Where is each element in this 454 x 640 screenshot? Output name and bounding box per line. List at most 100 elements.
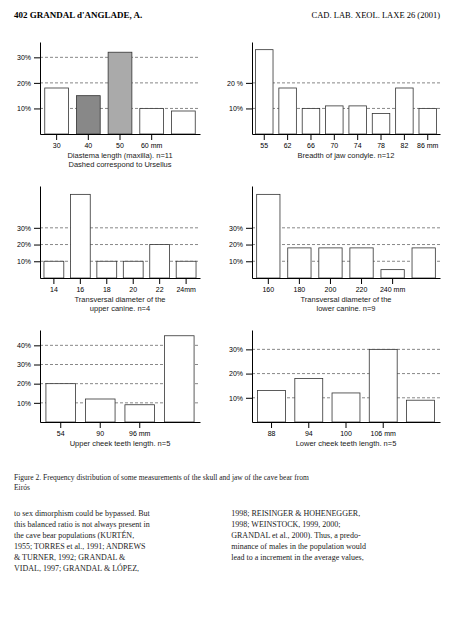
bar	[97, 261, 117, 278]
bar	[279, 88, 297, 134]
tick-label: 10%	[229, 395, 243, 402]
plot-area	[40, 336, 200, 422]
bar	[85, 399, 115, 422]
axis-line	[40, 43, 41, 135]
tick-label: 10%	[229, 105, 243, 112]
tick-mark	[34, 57, 40, 58]
panel: 10%20%30%8894100106 mmLower cheek teeth …	[229, 331, 441, 449]
tick: 22	[156, 278, 164, 293]
x-axis-title-line: Breadth of jaw condyle. n=12	[298, 151, 395, 160]
x-axis-title: Transversal diameter of thelower canine.…	[300, 295, 391, 313]
tick: 40%	[17, 342, 40, 349]
body-text-line: 1998; WEINSTOCK, 1999, 2000;	[231, 520, 340, 529]
tick-label: 30%	[229, 346, 243, 353]
body-text-line: to sex dimorphism could be bypassed. But	[14, 509, 151, 518]
x-axis-title-line: Transversal diameter of the	[300, 295, 391, 304]
tick-mark	[80, 278, 81, 284]
x-axis-title-line: Upper cheek teeth length. n=5	[70, 439, 171, 448]
tick-mark	[120, 134, 121, 140]
tick-label: 18	[103, 286, 111, 293]
bar	[372, 114, 390, 134]
tick-label: 30%	[17, 54, 31, 61]
grid-line	[252, 82, 440, 83]
tick-mark	[100, 422, 101, 428]
tick-mark	[34, 228, 40, 229]
tick-mark	[56, 134, 57, 140]
bar	[125, 405, 155, 422]
grid-line	[40, 244, 200, 245]
tick-label: 20%	[17, 380, 31, 387]
bar	[396, 88, 414, 134]
tick-mark	[299, 278, 300, 284]
tick-label: 30	[53, 142, 61, 149]
tick-mark	[159, 278, 160, 284]
body-text: 1998; REISINGER & HOHENEGGER,1998; WEINS…	[231, 509, 366, 562]
panel: 10% 20% 30% 40% 54 90 96 mm Upper cheek teeth l…	[17, 331, 201, 449]
tick-mark	[246, 261, 252, 262]
page: 402 GRANDAL d'ANGLADE, A.CAD. LAB. XEOL.…	[0, 0, 454, 640]
plot-area	[40, 194, 200, 278]
x-axis-title-line: Lower cheek teeth length. n=5	[296, 439, 397, 448]
bar	[164, 336, 194, 422]
tick-label: 30%	[17, 225, 31, 232]
axis-line	[40, 187, 41, 279]
tick-mark	[427, 134, 428, 140]
tick-mark	[34, 345, 40, 346]
tick-mark	[34, 83, 40, 84]
x-axis-title: Upper cheek teeth length. n=5	[70, 439, 171, 448]
tick: 54	[57, 422, 65, 437]
tick: 16	[76, 278, 84, 293]
tick-label: 70	[330, 142, 338, 149]
x-axis-title-line: upper canine. n=4	[90, 304, 150, 313]
tick-mark	[308, 422, 309, 428]
x-axis-title: Diastema length (maxilla). n=11Dashed co…	[67, 151, 172, 169]
bar	[332, 393, 360, 422]
tick-mark	[246, 349, 252, 350]
tick: 18	[103, 278, 111, 293]
tick-label: 78	[377, 142, 385, 149]
tick: 30%	[17, 361, 40, 368]
panel: 10%20 %5562667074788286 mmBreadth of jaw…	[227, 43, 440, 161]
tick: 40	[84, 134, 92, 149]
axis-line	[253, 278, 441, 279]
tick-label: 240 mm	[380, 286, 405, 293]
bar	[302, 108, 320, 134]
tick-label: 20%	[229, 241, 243, 248]
tick: 30%	[229, 346, 252, 353]
tick-mark	[246, 83, 252, 84]
tick: 106 mm	[371, 422, 396, 437]
bar	[257, 194, 280, 278]
x-axis: 5562667074788286 mm	[253, 134, 441, 149]
tick-mark	[361, 278, 362, 284]
tick: 100	[340, 422, 352, 437]
tick: 55	[260, 134, 268, 149]
tick-mark	[88, 134, 89, 140]
tick-mark	[404, 134, 405, 140]
body-text-line: this balanced ratio is not always presen…	[14, 520, 150, 529]
tick: 66	[307, 134, 315, 149]
tick: 96 mm	[129, 422, 151, 437]
axis-line	[252, 187, 253, 279]
bar	[412, 248, 435, 278]
bar	[369, 349, 397, 422]
plot-area	[252, 50, 440, 134]
tick: 86 mm	[417, 134, 439, 149]
bar	[288, 248, 311, 278]
tick: 70	[330, 134, 338, 149]
tick-mark	[34, 365, 40, 366]
y-axis: 10%20%30%	[17, 187, 41, 279]
tick: 90	[96, 422, 104, 437]
y-axis: 10%20%30%	[229, 187, 253, 279]
tick-label: 50	[116, 142, 124, 149]
axis-line	[40, 331, 41, 423]
bar	[326, 106, 344, 134]
tick-label: 96 mm	[129, 430, 151, 437]
bar	[350, 248, 373, 278]
tick-label: 10%	[17, 400, 31, 407]
tick-mark	[392, 278, 393, 284]
tick-label: 106 mm	[371, 430, 396, 437]
tick: 50	[116, 134, 124, 149]
tick: 20%	[229, 241, 252, 248]
tick: 10%	[229, 395, 252, 402]
bar	[319, 248, 342, 278]
